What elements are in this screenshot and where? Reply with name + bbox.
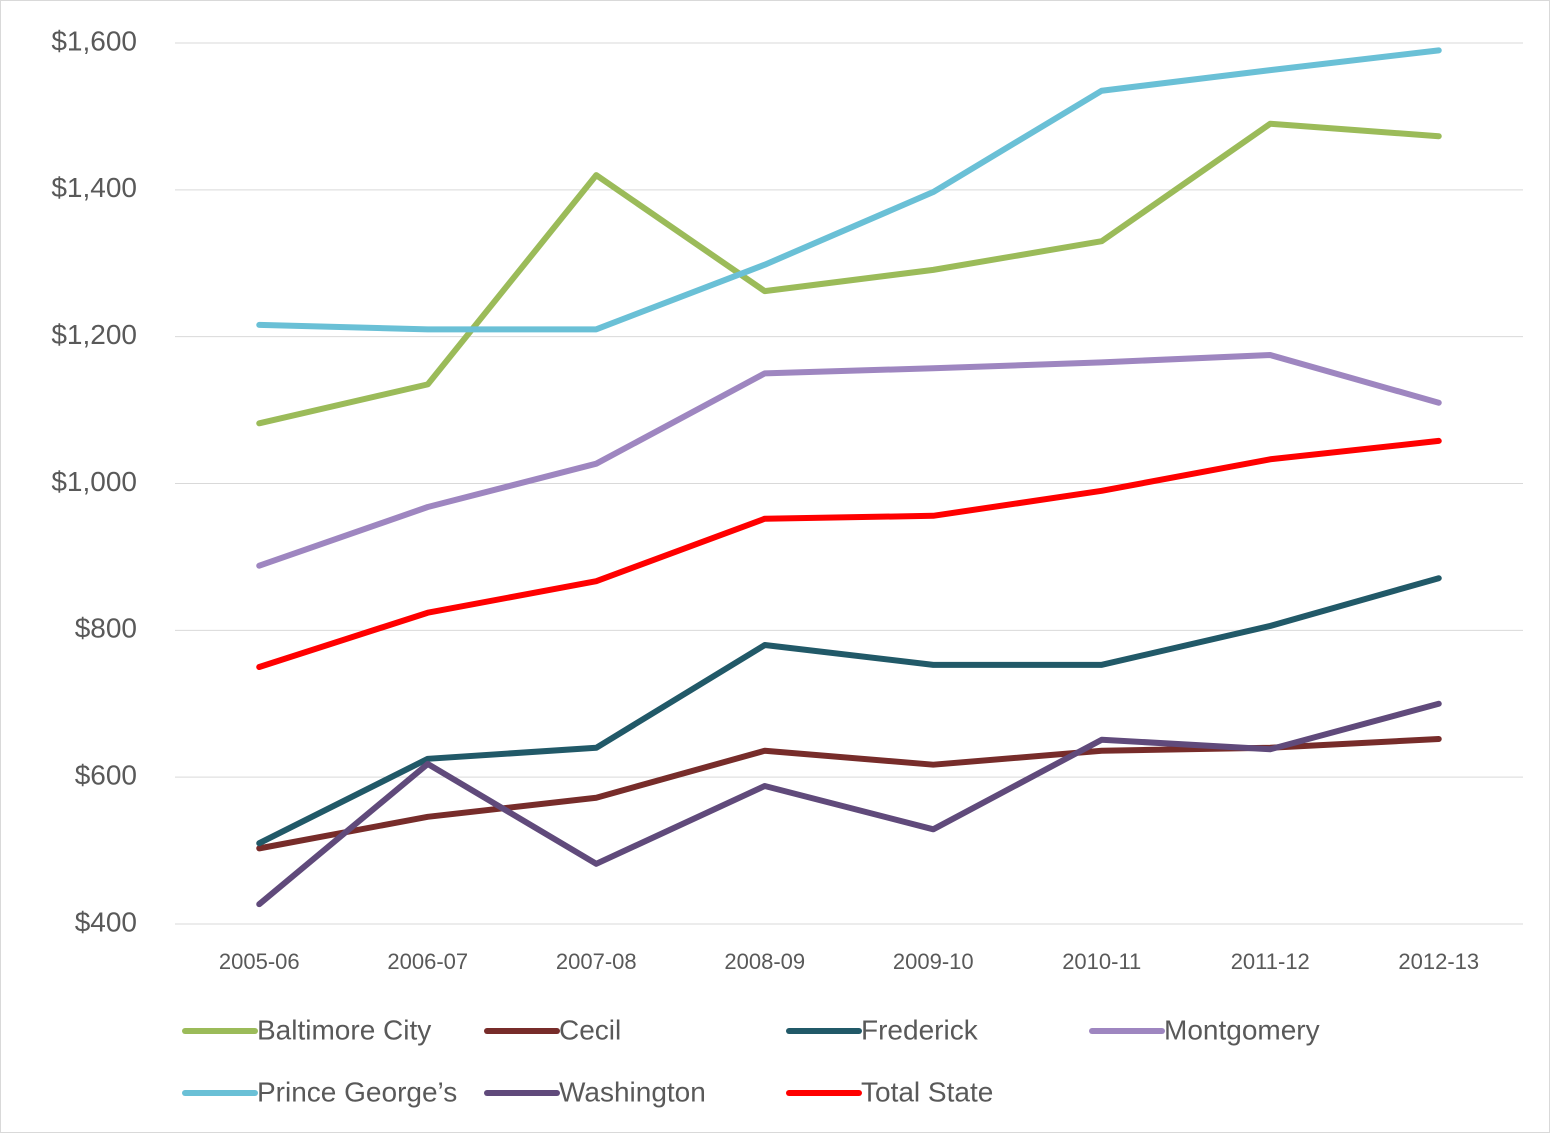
series-line [256,700,1442,908]
x-tick-label: 2007-08 [556,949,637,974]
legend-label: Cecil [559,1014,621,1045]
legend-label: Montgomery [1164,1014,1320,1045]
y-tick-label: $1,000 [51,466,137,497]
legend-label: Baltimore City [257,1014,431,1045]
x-tick-label: 2005-06 [219,949,300,974]
series-line [256,437,1442,671]
x-tick-label: 2009-10 [893,949,974,974]
x-tick-label: 2006-07 [387,949,468,974]
series-line [256,575,1442,847]
x-tick-label: 2012-13 [1398,949,1479,974]
y-tick-label: $1,200 [51,319,137,350]
y-tick-label: $1,400 [51,172,137,203]
legend-label: Prince George’s [257,1076,457,1107]
legend-label: Frederick [861,1014,979,1045]
series-line [256,47,1442,333]
legend-label: Washington [559,1076,706,1107]
series-line [256,120,1442,427]
y-tick-label: $600 [75,760,137,791]
x-tick-label: 2008-09 [724,949,805,974]
y-tick-label: $800 [75,613,137,644]
x-tick-label: 2011-12 [1231,949,1310,974]
series-line [256,352,1442,569]
y-tick-label: $400 [75,906,137,937]
legend-label: Total State [861,1076,993,1107]
x-tick-label: 2010-11 [1062,949,1141,974]
y-tick-label: $1,600 [51,25,137,56]
